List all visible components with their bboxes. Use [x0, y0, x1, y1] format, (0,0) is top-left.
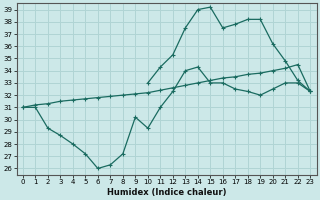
X-axis label: Humidex (Indice chaleur): Humidex (Indice chaleur)	[107, 188, 226, 197]
